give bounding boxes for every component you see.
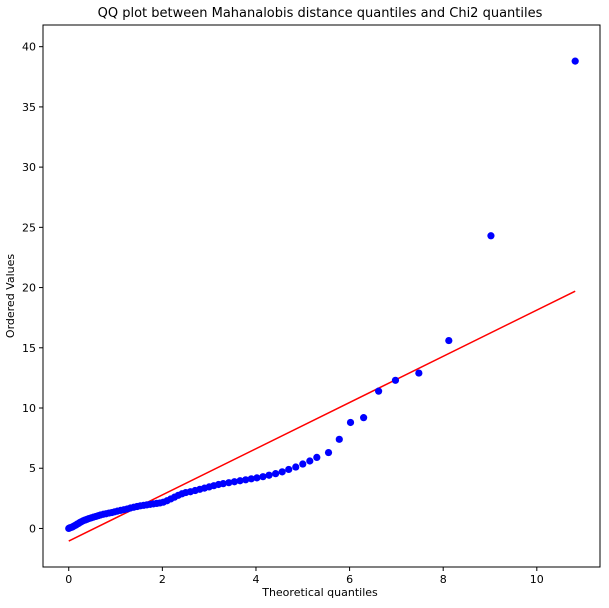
data-point [242, 476, 250, 484]
y-tick-label: 40 [22, 41, 36, 54]
x-axis: 0 2 4 6 8 10 [65, 567, 544, 586]
data-point [236, 477, 244, 485]
data-point [445, 336, 453, 345]
data-points [65, 57, 579, 533]
data-point [375, 387, 383, 395]
data-point [487, 232, 495, 240]
data-point [219, 480, 227, 488]
data-point [259, 473, 267, 481]
data-point [285, 465, 293, 474]
data-point [415, 369, 423, 377]
x-tick-label: 8 [440, 573, 447, 586]
data-point [278, 468, 286, 476]
data-point [272, 470, 280, 478]
x-tick-label: 10 [530, 573, 544, 586]
y-tick-label: 30 [22, 161, 36, 174]
x-tick-label: 6 [346, 573, 353, 586]
y-axis: 0 5 10 15 20 25 30 35 40 [22, 41, 43, 535]
y-tick-label: 5 [29, 462, 36, 475]
data-point [324, 448, 333, 457]
data-point [391, 376, 400, 384]
data-point [230, 478, 239, 486]
y-tick-label: 25 [22, 221, 36, 234]
data-point [346, 418, 355, 427]
y-tick-label: 35 [22, 101, 36, 114]
data-point [265, 471, 273, 479]
data-point [571, 57, 579, 65]
x-axis-label: Theoretical quantiles [261, 586, 378, 599]
fit-line-group [68, 290, 576, 542]
x-tick-label: 0 [65, 573, 72, 586]
x-tick-label: 4 [252, 573, 259, 586]
data-point [313, 453, 321, 461]
y-tick-label: 10 [22, 402, 36, 415]
data-point [225, 479, 233, 487]
data-point [292, 463, 300, 471]
plot-area [65, 57, 579, 542]
data-point [299, 460, 307, 468]
data-point [247, 475, 255, 483]
fit-line [68, 290, 576, 542]
data-point [360, 414, 368, 422]
data-point [306, 457, 314, 465]
y-tick-label: 20 [22, 282, 36, 295]
data-point [253, 474, 261, 482]
y-tick-label: 0 [29, 522, 36, 535]
plot-frame [42, 24, 601, 568]
x-tick-label: 2 [159, 573, 166, 586]
y-tick-label: 15 [22, 342, 36, 355]
data-point [335, 435, 343, 443]
chart-title: QQ plot between Mahanalobis distance qua… [98, 6, 543, 21]
y-axis-label: Ordered Values [4, 254, 17, 338]
